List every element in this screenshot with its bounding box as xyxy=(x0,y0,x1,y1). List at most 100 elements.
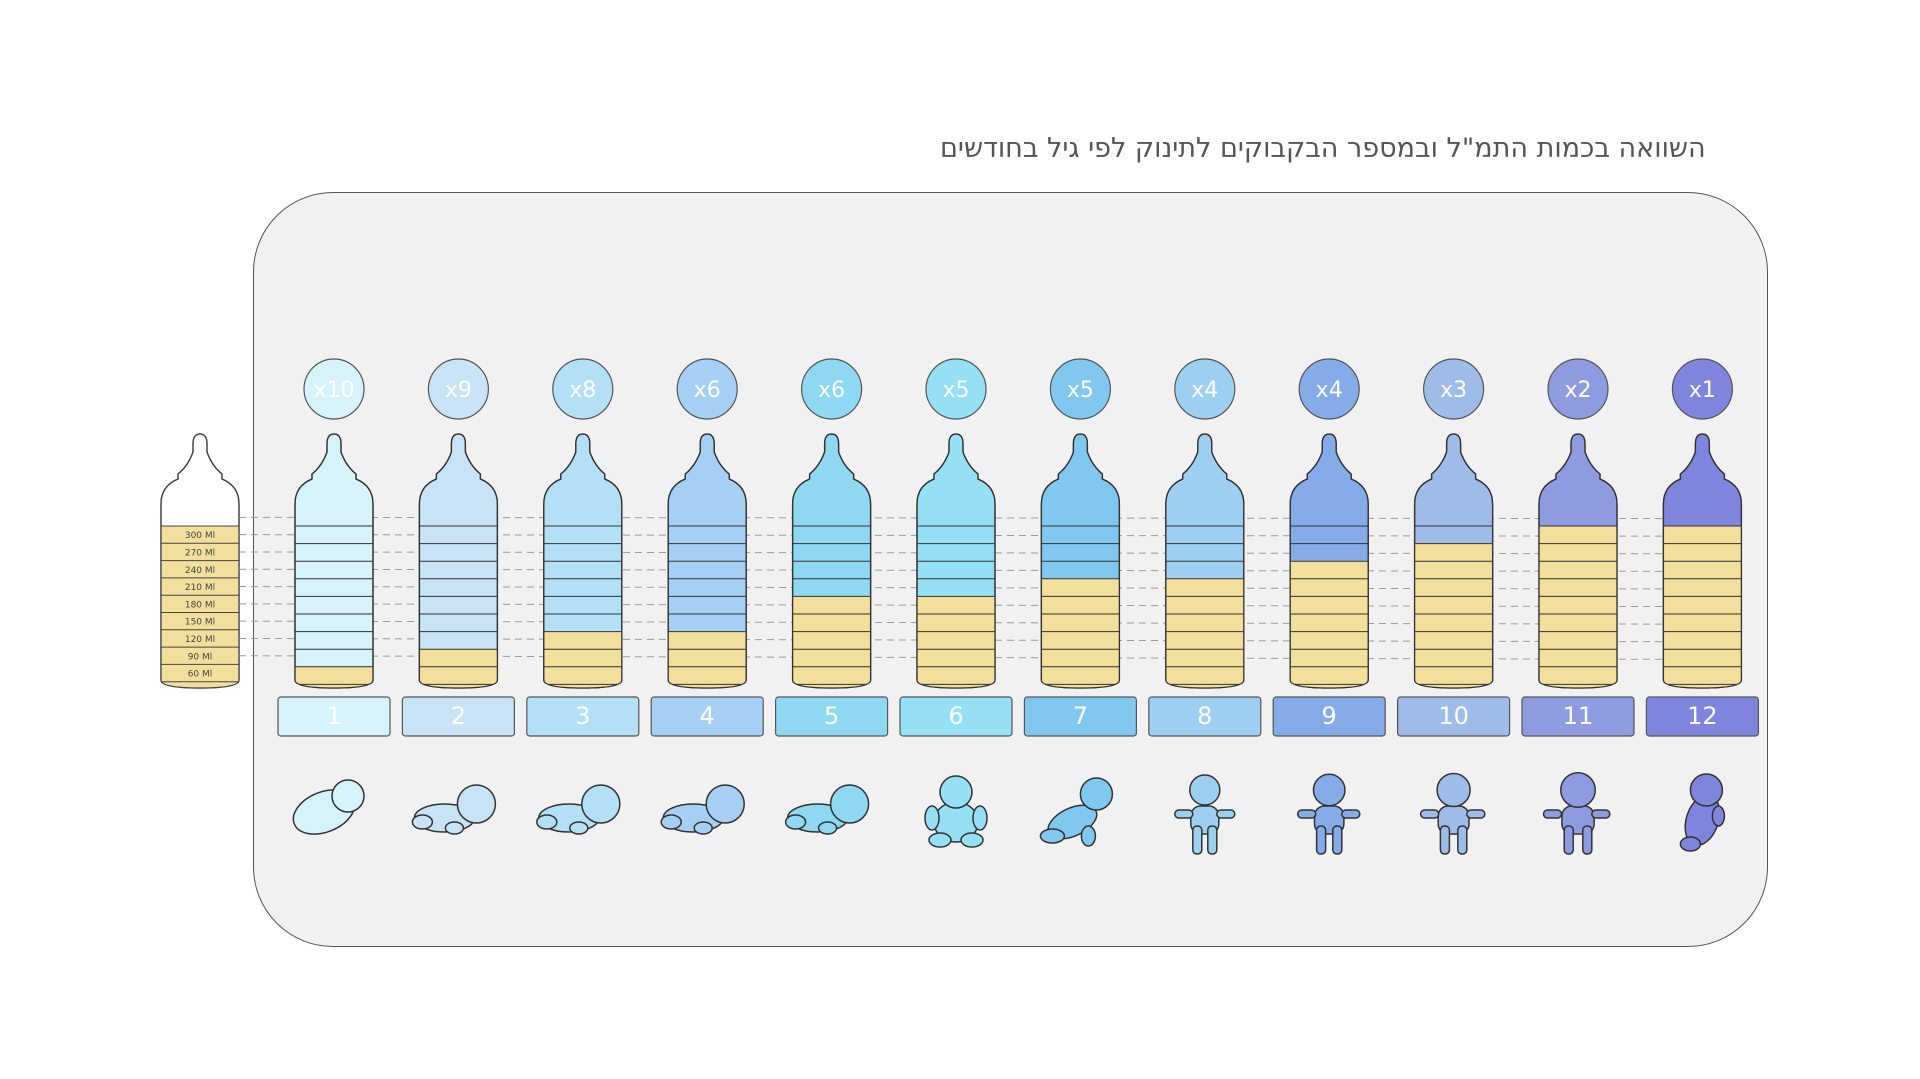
bottle-bar xyxy=(791,433,872,689)
bottle-bar xyxy=(294,433,374,689)
month-column: x1 12 xyxy=(1645,358,1760,852)
bottle-count-badge: x6 xyxy=(800,358,863,420)
bottle-count-label: x2 xyxy=(1564,378,1591,403)
baby-stage-icon xyxy=(924,775,988,848)
month-label-box: 6 xyxy=(899,696,1013,737)
month-column: x6 4 xyxy=(650,358,764,835)
month-label: 9 xyxy=(1322,702,1337,730)
month-column: x4 9 xyxy=(1272,358,1386,855)
month-column: x9 2 xyxy=(401,358,515,835)
bottle-count-badge: x5 xyxy=(925,358,987,420)
reference-tick-label: 180 Ml xyxy=(185,600,215,610)
bottle-bar xyxy=(916,433,996,689)
bottle-bar xyxy=(1538,433,1618,689)
baby-stage-icon xyxy=(1419,772,1486,855)
month-column: x5 7 xyxy=(1023,358,1138,847)
month-label-box: 2 xyxy=(401,696,515,737)
month-label: 7 xyxy=(1073,702,1088,730)
month-label: 11 xyxy=(1563,702,1594,730)
formula-fill xyxy=(668,631,747,688)
month-column: x3 10 xyxy=(1396,358,1511,855)
bottle-count-badge: x6 xyxy=(676,358,738,420)
bottle-bar xyxy=(1413,433,1494,689)
bottle-count-label: x6 xyxy=(818,378,845,403)
month-label: 4 xyxy=(700,702,715,730)
bottle-count-badge: x9 xyxy=(427,358,489,420)
bottle-bar xyxy=(1165,433,1245,689)
month-column: x8 3 xyxy=(526,358,640,835)
baby-stage-icon xyxy=(1542,772,1611,855)
bottle-bar xyxy=(1662,433,1743,689)
formula-fill xyxy=(1041,578,1120,688)
baby-stage-icon xyxy=(1039,777,1114,847)
bottle-count-badge: x5 xyxy=(1049,358,1112,420)
bottle-count-label: x9 xyxy=(445,378,472,403)
reference-tick-label: 90 Ml xyxy=(188,652,213,662)
bottle-count-label: x5 xyxy=(942,378,969,403)
baby-stage-icon xyxy=(784,784,870,835)
bottle-bar xyxy=(1040,433,1121,689)
formula-fill xyxy=(917,596,995,688)
baby-stage-icon xyxy=(660,784,745,835)
reference-tick-label: 210 Ml xyxy=(185,583,215,593)
bottle-count-badge: x8 xyxy=(552,358,614,420)
month-label-box: 12 xyxy=(1645,696,1760,737)
formula-fill xyxy=(1414,543,1493,688)
bottle-count-badge: x4 xyxy=(1174,358,1236,420)
reference-tick-label: 60 Ml xyxy=(188,670,213,680)
reference-tick-label: 270 Ml xyxy=(185,548,215,558)
month-label: 5 xyxy=(824,702,839,730)
bottle-count-badge: x3 xyxy=(1422,358,1485,420)
formula-fill xyxy=(1663,525,1742,688)
month-label-box: 4 xyxy=(650,696,764,737)
baby-stage-icon xyxy=(411,784,497,835)
month-label-box: 1 xyxy=(277,696,391,737)
reference-tick-label: 150 Ml xyxy=(185,618,215,628)
bottle-count-label: x4 xyxy=(1191,378,1218,403)
month-label: 10 xyxy=(1438,702,1469,730)
reference-tick-label: 240 Ml xyxy=(185,566,215,576)
baby-stage-icon xyxy=(292,779,365,835)
month-label: 8 xyxy=(1197,702,1212,730)
bottle-count-badge: x4 xyxy=(1298,358,1360,420)
baby-stage-icon xyxy=(1174,774,1236,855)
month-label-box: 8 xyxy=(1148,696,1262,737)
bottle-count-badge: x2 xyxy=(1547,358,1609,420)
formula-fill xyxy=(1539,525,1617,688)
chart-title: השוואה בכמות התמ"ל ובמספר הבקבוקים לתינו… xyxy=(940,133,1706,164)
bottle-bar xyxy=(543,433,623,689)
bottle-count-label: x6 xyxy=(694,378,721,403)
month-label: 1 xyxy=(326,702,341,730)
formula-fill xyxy=(419,648,498,688)
bottle-count-label: x8 xyxy=(569,378,596,403)
month-label-box: 7 xyxy=(1023,696,1138,737)
bottle-count-badge: x10 xyxy=(303,358,365,420)
month-label-box: 3 xyxy=(526,696,640,737)
month-label: 3 xyxy=(575,702,590,730)
bottle-count-label: x5 xyxy=(1067,378,1094,403)
bottle-count-label: x10 xyxy=(313,378,354,403)
month-column: x10 1 xyxy=(277,358,391,835)
month-label-box: 10 xyxy=(1396,696,1511,737)
month-label: 12 xyxy=(1687,702,1718,730)
month-label-box: 11 xyxy=(1521,696,1635,737)
formula-fill xyxy=(1165,578,1244,688)
bottle-count-label: x4 xyxy=(1316,378,1343,403)
month-column: x6 5 xyxy=(774,358,889,835)
reference-bottle: 300 Ml 270 Ml 240 Ml 210 Ml 180 Ml 150 Ml 120 … xyxy=(160,433,240,689)
reference-tick-label: 120 Ml xyxy=(185,635,215,645)
bottle-count-badge: x1 xyxy=(1671,358,1734,420)
baby-stage-icon xyxy=(1296,773,1361,855)
month-label-box: 9 xyxy=(1272,696,1386,737)
bottle-bar xyxy=(667,433,747,689)
baby-stage-icon xyxy=(536,784,621,835)
bottle-count-label: x1 xyxy=(1689,378,1716,403)
formula-fill xyxy=(295,666,373,688)
formula-fill xyxy=(1290,560,1369,688)
month-column: x2 11 xyxy=(1521,358,1635,855)
month-label: 6 xyxy=(948,702,963,730)
baby-stage-icon xyxy=(1679,773,1726,852)
formula-fill xyxy=(792,596,871,688)
formula-fill xyxy=(543,631,622,688)
